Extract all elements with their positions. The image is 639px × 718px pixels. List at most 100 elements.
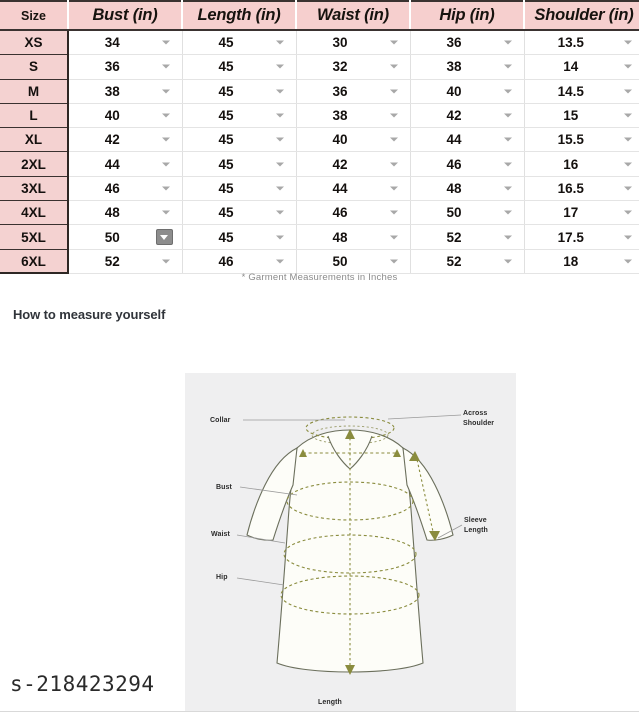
- value-waist: 42: [332, 156, 348, 172]
- cell-waist-xl: 40: [296, 127, 411, 153]
- cell-waist-s: 32: [296, 54, 411, 80]
- chevron-down-icon[interactable]: [388, 206, 401, 219]
- table-row: XL 42 45 40 44 15.5: [0, 127, 639, 153]
- chevron-down-icon[interactable]: [621, 85, 634, 98]
- chevron-down-icon[interactable]: [274, 133, 287, 146]
- value-hip: 48: [446, 180, 462, 196]
- table-row: 5XL 50 45 48 52 17.5: [0, 224, 639, 250]
- chevron-down-icon[interactable]: [274, 85, 287, 98]
- size-label-6xl: 6XL: [0, 248, 69, 275]
- table-header: Size Bust (in) Length (in) Waist (in) Hi…: [0, 0, 639, 31]
- chevron-down-icon[interactable]: [388, 255, 401, 268]
- chevron-down-icon[interactable]: [502, 60, 515, 73]
- chevron-down-icon[interactable]: [388, 158, 401, 171]
- chevron-down-icon[interactable]: [621, 158, 634, 171]
- value-waist: 46: [332, 205, 348, 221]
- size-label-m: M: [0, 78, 69, 104]
- value-waist: 38: [332, 108, 348, 124]
- chevron-down-icon[interactable]: [155, 229, 173, 246]
- chevron-down-icon[interactable]: [502, 182, 515, 195]
- value-length: 45: [218, 229, 234, 245]
- chevron-down-icon[interactable]: [502, 36, 515, 49]
- product-code-watermark: s-218423294: [10, 672, 155, 696]
- chevron-down-icon[interactable]: [502, 133, 515, 146]
- cell-waist-4xl: 46: [296, 200, 411, 226]
- chevron-down-icon[interactable]: [621, 206, 634, 219]
- cell-length-s: 45: [182, 54, 297, 80]
- chevron-down-icon[interactable]: [388, 109, 401, 122]
- column-header-waist: Waist (in): [296, 0, 411, 31]
- size-label-s: S: [0, 54, 69, 80]
- chevron-down-icon[interactable]: [274, 60, 287, 73]
- value-bust: 36: [104, 59, 120, 75]
- value-hip: 38: [446, 59, 462, 75]
- cell-length-m: 45: [182, 79, 297, 104]
- cell-shoulder-5xl: 17.5: [524, 224, 639, 250]
- chevron-down-icon[interactable]: [502, 158, 515, 171]
- chevron-down-icon[interactable]: [502, 109, 515, 122]
- chevron-down-icon[interactable]: [621, 255, 634, 268]
- chevron-down-icon[interactable]: [160, 60, 173, 73]
- cell-hip-m: 40: [410, 79, 525, 104]
- table-row: S 36 45 32 38 14: [0, 54, 639, 80]
- chevron-down-icon[interactable]: [274, 255, 287, 268]
- chevron-down-icon[interactable]: [274, 206, 287, 219]
- value-bust: 38: [104, 83, 120, 99]
- chevron-down-icon[interactable]: [160, 109, 173, 122]
- cell-bust-2xl: 44: [68, 151, 183, 177]
- chevron-down-icon[interactable]: [274, 36, 287, 49]
- value-length: 46: [218, 253, 234, 269]
- chevron-down-icon[interactable]: [388, 36, 401, 49]
- value-waist: 44: [332, 180, 348, 196]
- chevron-down-icon[interactable]: [274, 231, 287, 244]
- chevron-down-icon[interactable]: [160, 158, 173, 171]
- chevron-down-icon[interactable]: [274, 109, 287, 122]
- value-hip: 52: [446, 229, 462, 245]
- value-waist: 48: [332, 229, 348, 245]
- chevron-down-icon[interactable]: [388, 231, 401, 244]
- value-bust: 52: [104, 253, 120, 269]
- chevron-down-icon[interactable]: [621, 109, 634, 122]
- size-label-l: L: [0, 102, 69, 129]
- chevron-down-icon[interactable]: [274, 182, 287, 195]
- chevron-down-icon[interactable]: [621, 231, 634, 244]
- chevron-down-icon[interactable]: [388, 60, 401, 73]
- chevron-down-icon[interactable]: [621, 182, 634, 195]
- chevron-down-icon[interactable]: [160, 206, 173, 219]
- size-chart-table: Size Bust (in) Length (in) Waist (in) Hi…: [0, 0, 639, 275]
- size-label-3xl: 3XL: [0, 175, 69, 202]
- cell-shoulder-m: 14.5: [524, 79, 639, 104]
- chevron-down-icon[interactable]: [388, 133, 401, 146]
- value-length: 45: [218, 132, 234, 148]
- chevron-down-icon[interactable]: [502, 85, 515, 98]
- measurements-footnote: * Garment Measurements in Inches: [241, 272, 398, 283]
- chevron-down-icon[interactable]: [502, 231, 515, 244]
- cell-hip-s: 38: [410, 54, 525, 80]
- column-header-bust: Bust (in): [68, 0, 183, 31]
- cell-bust-3xl: 46: [68, 176, 183, 202]
- chevron-down-icon[interactable]: [160, 85, 173, 98]
- value-shoulder: 14: [563, 59, 579, 75]
- chevron-down-icon[interactable]: [621, 133, 634, 146]
- value-hip: 36: [446, 35, 462, 51]
- cell-shoulder-4xl: 17: [524, 200, 639, 226]
- chevron-down-icon[interactable]: [160, 182, 173, 195]
- chevron-down-icon[interactable]: [621, 36, 634, 49]
- chevron-down-icon[interactable]: [388, 85, 401, 98]
- chevron-down-icon[interactable]: [274, 158, 287, 171]
- chevron-down-icon[interactable]: [621, 60, 634, 73]
- column-header-hip: Hip (in): [410, 0, 525, 31]
- chevron-down-icon[interactable]: [160, 133, 173, 146]
- cell-length-2xl: 45: [182, 151, 297, 177]
- chevron-down-icon[interactable]: [388, 182, 401, 195]
- chevron-down-icon[interactable]: [502, 206, 515, 219]
- diagram-label-length: Length: [318, 699, 342, 706]
- cell-shoulder-6xl: 18: [524, 249, 639, 274]
- value-length: 45: [218, 59, 234, 75]
- chevron-down-icon[interactable]: [160, 255, 173, 268]
- diagram-label-hip: Hip: [216, 574, 228, 581]
- chevron-down-icon[interactable]: [502, 255, 515, 268]
- chevron-down-icon[interactable]: [160, 36, 173, 49]
- value-shoulder: 17: [563, 205, 579, 221]
- cell-shoulder-s: 14: [524, 54, 639, 80]
